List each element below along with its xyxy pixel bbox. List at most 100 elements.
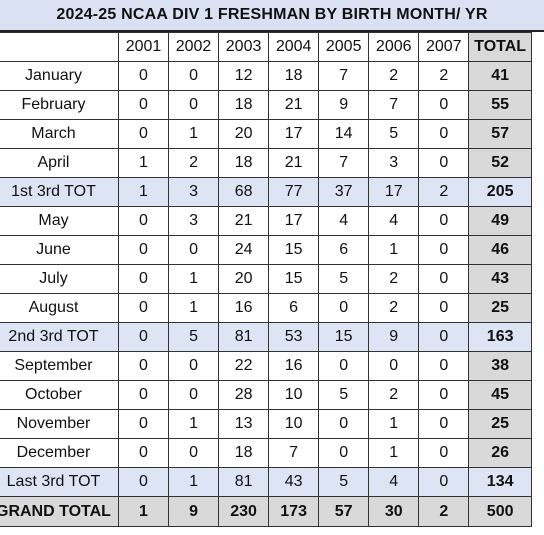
table-cell: 230 [218, 496, 270, 527]
table-cell: 30 [368, 496, 420, 527]
table-cell: 0 [117, 90, 170, 120]
table-cell: 0 [418, 467, 470, 497]
table-cell: 2 [418, 61, 470, 91]
table-row: September 0 0 22 16 0 0 0 38 [0, 351, 532, 381]
table-cell: 37 [318, 177, 370, 207]
row-total-cell: 49 [468, 206, 532, 236]
table-cell: 6 [318, 235, 370, 265]
table-cell: 2 [368, 61, 420, 91]
row-label: April [0, 148, 119, 178]
table-cell: 4 [368, 206, 420, 236]
subtotal-row: Last 3rd TOT 0 1 81 43 5 4 0 134 [0, 467, 532, 497]
row-label: October [0, 380, 119, 410]
row-label: January [0, 61, 119, 91]
table-cell: 81 [218, 467, 270, 497]
table-cell: 20 [218, 264, 270, 294]
table-cell: 21 [268, 148, 320, 178]
table-cell: 2 [368, 293, 420, 323]
table-cell: 0 [418, 322, 470, 352]
table-cell: 16 [268, 351, 320, 381]
column-header: 2003 [218, 32, 270, 62]
table-cell: 17 [368, 177, 420, 207]
table-cell: 9 [318, 90, 370, 120]
table-cell: 0 [117, 467, 170, 497]
row-label: 2nd 3rd TOT [0, 322, 119, 352]
table-row: December 0 0 18 7 0 1 0 26 [0, 438, 532, 468]
row-label: December [0, 438, 119, 468]
column-header: 2006 [368, 32, 420, 62]
table-cell: 1 [368, 438, 420, 468]
table-cell: 0 [418, 293, 470, 323]
table-cell: 4 [318, 206, 370, 236]
row-label: February [0, 90, 119, 120]
column-header: 2002 [168, 32, 220, 62]
table-cell: 0 [117, 206, 170, 236]
table-cell: 5 [368, 119, 420, 149]
table-row: August 0 1 16 6 0 2 0 25 [0, 293, 532, 323]
table-row: April 1 2 18 21 7 3 0 52 [0, 148, 532, 178]
birth-month-table: 2001 2002 2003 2004 2005 2006 2007 TOTAL… [0, 32, 532, 527]
table-cell: 0 [168, 90, 220, 120]
column-header: 2004 [268, 32, 320, 62]
row-label: Last 3rd TOT [0, 467, 119, 497]
table-cell: 1 [168, 119, 220, 149]
table-cell: 5 [318, 264, 370, 294]
table-cell: 3 [168, 206, 220, 236]
table-cell: 7 [318, 61, 370, 91]
row-label: 1st 3rd TOT [0, 177, 119, 207]
table-cell: 5 [318, 380, 370, 410]
table-cell: 0 [418, 119, 470, 149]
table-cell: 0 [117, 119, 170, 149]
corner-cell [0, 32, 119, 62]
table-cell: 17 [268, 206, 320, 236]
table-cell: 2 [418, 496, 470, 527]
table-cell: 22 [218, 351, 270, 381]
table-cell: 2 [418, 177, 470, 207]
column-header: 2001 [117, 32, 170, 62]
total-column-header: TOTAL [468, 32, 532, 62]
table-cell: 0 [117, 438, 170, 468]
row-total-cell: 43 [468, 264, 532, 294]
table-cell: 57 [318, 496, 370, 527]
table-cell: 0 [418, 380, 470, 410]
row-total-cell: 500 [468, 496, 532, 527]
row-label: August [0, 293, 119, 323]
table-cell: 9 [168, 496, 220, 527]
table-cell: 18 [268, 61, 320, 91]
table-cell: 0 [318, 438, 370, 468]
row-total-cell: 205 [468, 177, 532, 207]
row-label: November [0, 409, 119, 439]
table-cell: 10 [268, 409, 320, 439]
table-row: July 0 1 20 15 5 2 0 43 [0, 264, 532, 294]
table-cell: 1 [368, 409, 420, 439]
table-cell: 1 [168, 409, 220, 439]
table-cell: 0 [318, 409, 370, 439]
row-label: June [0, 235, 119, 265]
table-cell: 0 [418, 235, 470, 265]
table-cell: 0 [418, 264, 470, 294]
table-cell: 2 [368, 264, 420, 294]
table-cell: 16 [218, 293, 270, 323]
table-cell: 0 [117, 235, 170, 265]
table-cell: 20 [218, 119, 270, 149]
table-row: June 0 0 24 15 6 1 0 46 [0, 235, 532, 265]
table-cell: 17 [268, 119, 320, 149]
table-cell: 1 [117, 496, 170, 527]
table-cell: 4 [368, 467, 420, 497]
table-cell: 1 [168, 264, 220, 294]
row-total-cell: 38 [468, 351, 532, 381]
table-cell: 0 [418, 90, 470, 120]
row-total-cell: 45 [468, 380, 532, 410]
table-cell: 21 [268, 90, 320, 120]
row-label: July [0, 264, 119, 294]
table-cell: 5 [168, 322, 220, 352]
row-label: May [0, 206, 119, 236]
table-cell: 0 [117, 322, 170, 352]
column-header: 2005 [318, 32, 370, 62]
table-cell: 15 [268, 264, 320, 294]
table-row: January 0 0 12 18 7 2 2 41 [0, 61, 532, 91]
table-row: February 0 0 18 21 9 7 0 55 [0, 90, 532, 120]
table-cell: 28 [218, 380, 270, 410]
table-cell: 0 [318, 293, 370, 323]
table-cell: 0 [117, 351, 170, 381]
